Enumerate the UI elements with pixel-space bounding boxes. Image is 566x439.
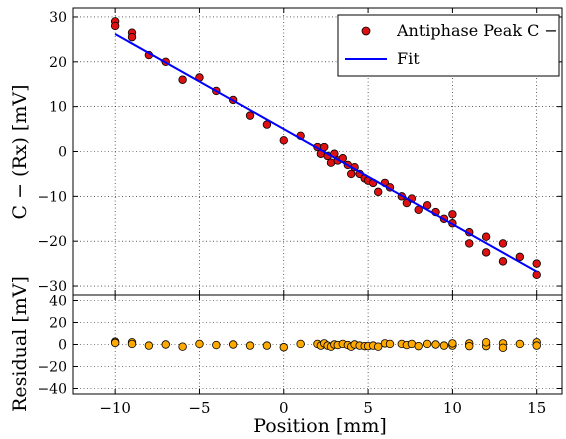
residual-data-point (245, 341, 255, 350)
main-y-axis-label: C − (Rx) [mV] (9, 85, 31, 220)
residual-x-tick-label: 5 (363, 399, 373, 417)
residual-y-tick-label: 0 (58, 338, 67, 354)
residual-data-point (431, 340, 440, 349)
legend-box (337, 14, 560, 77)
main-data-point (498, 239, 508, 248)
main-data-point (127, 32, 137, 42)
residual-data-point (465, 341, 474, 351)
main-data-point (481, 248, 491, 257)
residual-y-tick-label: −20 (37, 360, 67, 376)
residual-x-tick-label: 15 (527, 399, 546, 417)
legend-label-antiphase: Antiphase Peak C − (396, 21, 558, 40)
main-grid (73, 8, 562, 295)
residual-x-tick-label: 10 (443, 399, 462, 417)
main-y-tick-label: −30 (37, 279, 67, 295)
residual-y-tick-label: −40 (37, 382, 67, 398)
residual-data-point (385, 339, 395, 349)
residual-data-point (262, 341, 272, 350)
residual-data-point (296, 339, 305, 349)
legend-marker-antiphase (361, 26, 371, 36)
x-axis-label: Position [mm] (253, 415, 387, 437)
residual-x-tick-label: −10 (99, 399, 131, 417)
main-data-point (481, 232, 491, 241)
residual-x-tick-label: 0 (279, 399, 289, 417)
main-data-point (374, 187, 383, 197)
residual-data-point (127, 339, 137, 349)
residual-data-point (161, 340, 170, 349)
residual-x-ticks: −10 −5 0 5 10 15 (99, 295, 546, 417)
residual-data-point (532, 341, 541, 350)
main-fit-line (114, 33, 538, 273)
residual-data-point (279, 343, 288, 352)
residual-data-point (212, 340, 221, 350)
residual-data-point (498, 343, 508, 352)
main-data-point (465, 239, 474, 248)
residual-data-point (422, 339, 432, 349)
main-series (110, 17, 541, 280)
main-data-point (448, 210, 457, 219)
main-data-point (245, 111, 255, 120)
main-y-tick-label: 0 (58, 145, 67, 161)
residual-data-point (515, 339, 525, 349)
residual-y-ticks: −40 −20 0 20 40 (37, 294, 562, 398)
main-y-tick-label: 20 (49, 55, 67, 71)
legend-label-fit: Fit (397, 49, 420, 68)
residual-y-axis-label: Residual [mV] (9, 276, 31, 412)
main-x-ticks (114, 8, 538, 295)
residual-x-tick-label: −5 (188, 399, 210, 417)
main-y-tick-label: −20 (37, 234, 67, 250)
residual-series (110, 337, 541, 352)
main-data-point (262, 120, 272, 129)
residual-data-point (481, 338, 491, 347)
main-data-point (532, 270, 541, 280)
main-data-point (178, 75, 187, 84)
residual-data-point (110, 338, 120, 348)
residual-data-point (414, 341, 423, 351)
legend: Antiphase Peak C − Fit (337, 14, 560, 77)
main-data-point (347, 169, 356, 179)
residual-data-point (439, 341, 449, 350)
main-data-point (110, 21, 120, 31)
residual-data-point (228, 340, 238, 349)
main-y-tick-label: 10 (49, 100, 67, 116)
residual-data-point (144, 341, 154, 350)
main-data-point (515, 252, 525, 262)
residual-y-tick-label: 40 (49, 294, 67, 310)
residual-plot-panel: −40 −20 0 20 40 −10 −5 0 5 10 15 Residual [mV] Po… (9, 276, 563, 437)
main-y-tick-label: −10 (37, 189, 67, 205)
residual-data-point (448, 339, 457, 348)
main-data-point (532, 259, 541, 268)
residual-y-tick-label: 20 (49, 316, 67, 332)
main-data-point (279, 136, 288, 145)
main-data-point (498, 257, 508, 266)
main-y-tick-label: 30 (49, 10, 67, 26)
residual-data-point (178, 342, 187, 351)
residual-data-point (374, 342, 383, 351)
main-y-ticks: −30 −20 −10 0 10 20 30 (37, 10, 562, 295)
residual-data-point (195, 339, 204, 349)
